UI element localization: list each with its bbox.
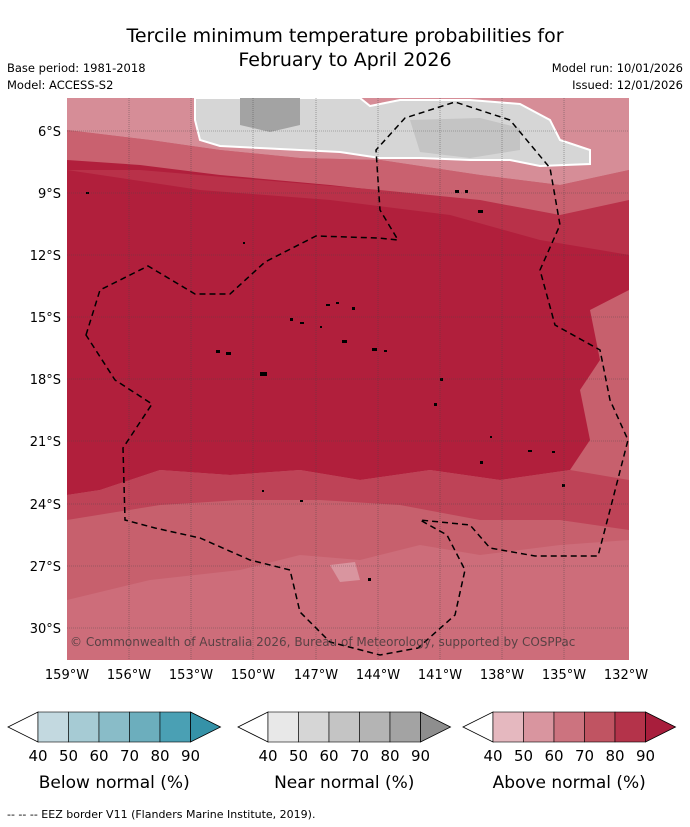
colorbar-segment [492,711,524,743]
colorbar-tick-label: 60 [89,747,108,765]
colorbar-segment [267,711,299,743]
colorbar-tick-label: 80 [380,747,399,765]
colorbar-tick-label: 40 [258,747,277,765]
colorbar-title: Below normal (%) [39,773,190,793]
lon-label: 147°W [294,668,338,683]
meta-right: Model run: 10/01/2026 Issued: 12/01/2026 [552,60,683,94]
colorbar-tick-label: 50 [289,747,308,765]
eez-footnote: -- -- -- EEZ border V11 (Flanders Marine… [7,808,316,821]
lon-label: 144°W [356,668,400,683]
colorbar-segment [159,711,191,743]
lat-label: 27°S [30,560,61,575]
colorbar-1: 40 50 60 70 80 90 Near normal (%) [237,711,452,793]
near-normal-high-zone [240,98,300,132]
lon-label: 135°W [542,668,586,683]
lon-label: 156°W [107,668,151,683]
above-normal-80-zone [67,160,629,495]
colorbar-extend-right [645,711,677,743]
colorbar-extend-left [7,711,39,743]
colorbar-tick-label: 50 [59,747,78,765]
above-normal-70-zone [67,170,629,255]
colorbar-segment [129,711,161,743]
eez-borders [85,101,629,656]
lat-label: 12°S [30,249,61,264]
colorbar-title: Near normal (%) [274,773,414,793]
colorbar-legends: 40 50 60 70 80 90 Below normal (%) 40 50 60 70 80 90… [7,711,677,793]
colorbar-segment [98,711,130,743]
colorbar-title: Above normal (%) [493,773,646,793]
copyright-credit: © Commonwealth of Australia 2026, Bureau… [70,635,575,649]
colorbar-2: 40 50 60 70 80 90 Above normal (%) [462,711,677,793]
colorbar-tick-label: 40 [28,747,47,765]
colorbar-tick-label: 40 [483,747,502,765]
latitude-labels: 6°S 9°S 12°S 15°S 18°S 21°S 24°S 27°S 30… [30,125,61,637]
eez-border-path [85,101,629,656]
map-title: Tercile minimum temperature probabilitie… [0,24,690,72]
lat-label: 24°S [30,498,61,513]
lat-label: 15°S [30,311,61,326]
meta-left: Base period: 1981-2018 Model: ACCESS-S2 [7,60,146,94]
colorbar-tick-label: 70 [120,747,139,765]
colorbar-tick-label: 80 [605,747,624,765]
lon-label: 138°W [480,668,524,683]
longitude-labels: 159°W 156°W 153°W 150°W 147°W 144°W 141°… [45,668,648,683]
above-normal-50-patch [330,562,360,582]
lat-label: 9°S [38,187,61,202]
title-line-2: February to April 2026 [238,49,452,71]
colorbar-tick-label: 70 [350,747,369,765]
colorbar-segment [298,711,330,743]
model-run: Model run: 10/01/2026 [551,61,683,75]
colorbar-extend-right [190,711,222,743]
colorbar-segment [359,711,391,743]
colorbar-segment [37,711,69,743]
colorbar-extend-left [237,711,269,743]
colorbar-extend-left [462,711,494,743]
lon-label: 132°W [604,668,648,683]
colorbar-segment [614,711,646,743]
near-normal-mid-zone [410,118,520,158]
issued-date: Issued: 12/01/2026 [572,78,683,92]
lat-label: 21°S [30,435,61,450]
colorbar-segment [389,711,421,743]
colorbar-tick-label: 90 [181,747,200,765]
graticule [67,98,629,660]
colorbar-segment [68,711,100,743]
lat-label: 6°S [38,125,61,140]
colorbar-tick-label: 50 [514,747,533,765]
colorbar-segment [328,711,360,743]
colorbar-tick-label: 60 [319,747,338,765]
above-normal-70-zone-south [67,470,629,530]
colorbar-tick-label: 60 [544,747,563,765]
lat-label: 30°S [30,622,61,637]
colorbar-tick-label: 70 [575,747,594,765]
colorbar-0: 40 50 60 70 80 90 Below normal (%) [7,711,222,793]
lon-label: 150°W [231,668,275,683]
colorbar-segment [523,711,555,743]
colorbar-extend-right [420,711,452,743]
map-area: © Commonwealth of Australia 2026, Bureau… [67,98,629,660]
above-normal-60-zone-south [67,540,629,660]
colorbar-tick-label: 90 [636,747,655,765]
lon-label: 141°W [418,668,462,683]
above-normal-60-zone [67,130,629,230]
title-line-1: Tercile minimum temperature probabilitie… [126,25,564,47]
model-name: Model: ACCESS-S2 [7,78,114,92]
colorbar-tick-label: 90 [411,747,430,765]
island-markers [86,190,565,581]
colorbar-tick-label: 80 [150,747,169,765]
colorbar-segment [584,711,616,743]
lon-label: 159°W [45,668,89,683]
lon-label: 153°W [169,668,213,683]
lat-label: 18°S [30,373,61,388]
base-period: Base period: 1981-2018 [7,61,146,75]
colorbar-segment [553,711,585,743]
